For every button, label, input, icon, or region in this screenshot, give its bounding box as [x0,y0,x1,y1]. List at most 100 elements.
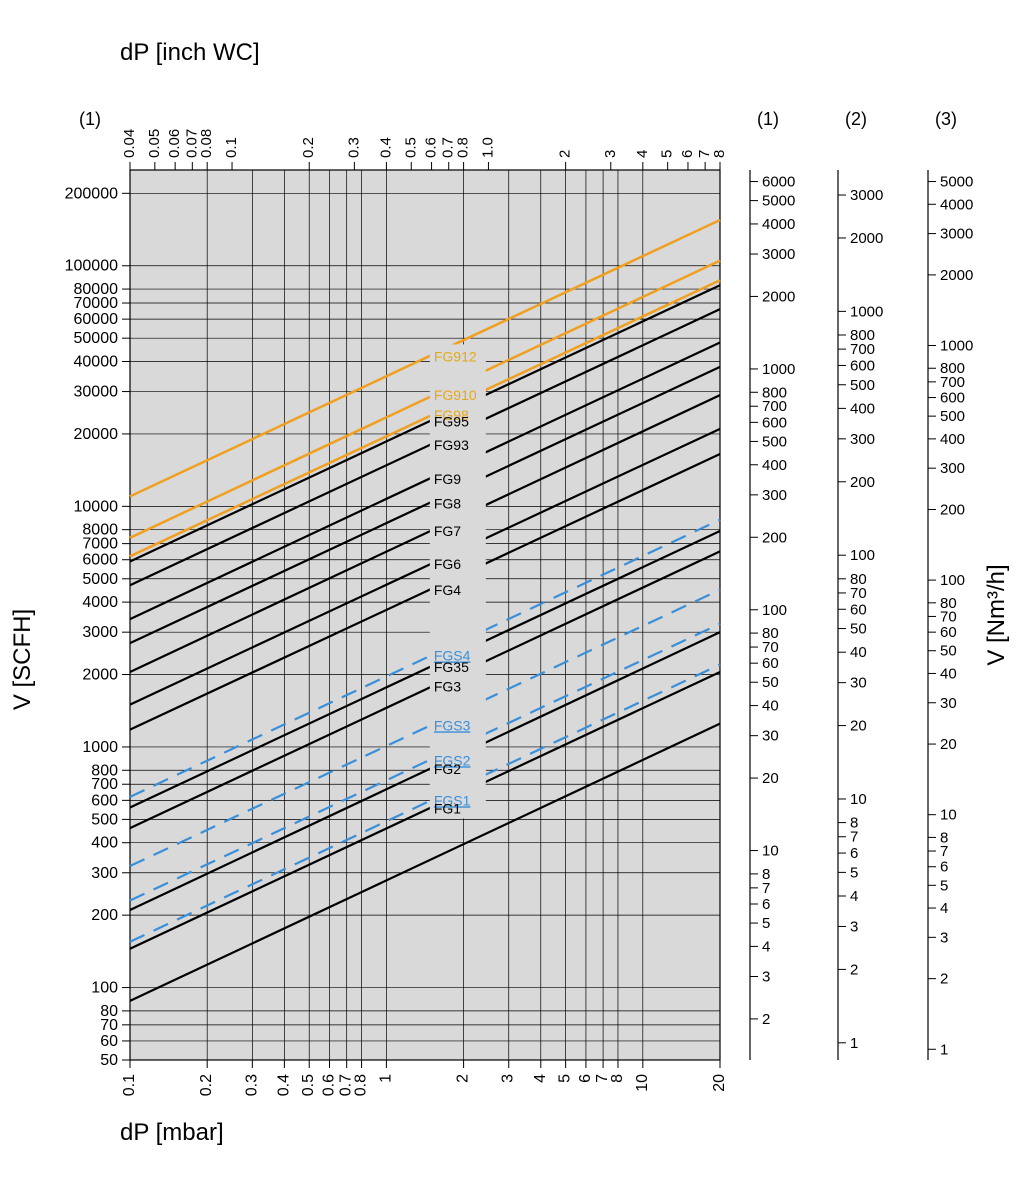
right-axis-tick: 400 [762,457,787,474]
x-top-tick: 0.2 [300,137,317,158]
x-top-tick: 3 [602,150,619,158]
right-axis-tick: 4 [762,938,770,955]
x-top-tick: 0.5 [402,137,419,158]
right-axis-tick: 400 [940,431,965,448]
y-left-tick: 200000 [65,185,118,202]
right-axis-tick: 8 [762,866,770,883]
right-axis-tick: 2000 [762,288,795,305]
right-axis-tick: 800 [762,384,787,401]
x-top-tick: 0.08 [198,129,215,158]
x-top-tick: 0.04 [121,129,138,158]
series-label: FG4 [434,582,461,598]
x-bottom-tick: 3 [500,1074,517,1083]
x-bottom-tick: 6 [577,1074,594,1083]
right-axis-tick: 400 [850,400,875,417]
y-left-tick: 20000 [74,426,119,443]
flow-chart: FG912FG910FG98FG95FG93FG9FG8FG7FG6FG4FGS… [0,0,1024,1196]
y-left-tick: 8000 [82,522,118,539]
y-right-title: V [Nm³/h] [983,564,1010,665]
right-axis-tick: 100 [762,602,787,619]
right-axis-tick: 10 [850,791,867,808]
right-axis-tick: 200 [850,474,875,491]
y-left-tick: 2000 [82,667,118,684]
right-axis-tick: 6 [762,896,770,913]
y-left-tick: 80 [100,1003,118,1020]
right-axis-tick: 2 [940,971,948,988]
right-axis-tick: 3000 [762,246,795,263]
right-axis-tick: 4000 [940,196,973,213]
right-axis-tick: 2 [850,961,858,978]
x-top-tick: 8 [711,150,728,158]
right-axis-tick: 20 [940,736,957,753]
y-left-tick: 200 [91,907,118,924]
right-axis-tick: 1 [850,1035,858,1052]
x-bottom-tick: 0.5 [300,1074,317,1096]
y-left-tick: 1000 [82,739,118,756]
x-top-tick: 6 [679,150,696,158]
right-axis-tick: 8 [940,829,948,846]
right-axis-tick: 6 [850,845,858,862]
x-top-title: dP [inch WC] [120,39,260,66]
right-axis-tick: 3 [940,929,948,946]
series-label: FG2 [434,761,461,777]
x-bottom-tick: 1 [377,1074,394,1083]
series-label: FG9 [434,471,461,487]
right-axis-tick: 500 [762,433,787,450]
series-label: FG910 [434,387,477,403]
right-axis-tick: 6 [940,859,948,876]
right-axis-tick: 30 [762,728,779,745]
right-axis-tick: 4 [940,900,948,917]
y-left-tick: 6000 [82,552,118,569]
y-left-tick: 400 [91,835,118,852]
series-label: FG7 [434,523,461,539]
right-col-label: (2) [845,109,867,129]
right-axis-tick: 600 [940,390,965,407]
right-axis-tick: 500 [850,377,875,394]
y-left-tick: 4000 [82,594,118,611]
right-axis-tick: 200 [940,501,965,518]
right-axis-tick: 60 [762,655,779,672]
series-label: FG35 [434,659,469,675]
right-axis-tick: 50 [762,674,779,691]
series-label: FG3 [434,679,461,695]
x-top-tick: 1.0 [479,137,496,158]
x-bottom-tick: 0.6 [321,1074,338,1096]
right-axis-tick: 4000 [762,216,795,233]
y-left-title: V [SCFH] [9,609,36,710]
right-axis-tick: 50 [940,643,957,660]
right-axis-tick: 60 [940,624,957,641]
y-left-tick: 50000 [74,330,119,347]
series-label: FG1 [434,800,461,816]
right-axis-tick: 300 [940,460,965,477]
x-bottom-tick: 20 [711,1074,728,1092]
y-left-tick: 800 [91,762,118,779]
right-axis-tick: 5 [940,877,948,894]
right-axis-tick: 500 [940,408,965,425]
y-left-tick: 60 [100,1033,118,1050]
y-left-tick: 500 [91,811,118,828]
x-top-tick: 4 [634,150,651,158]
right-axis-tick: 60 [850,601,867,618]
right-axis-tick: 80 [850,571,867,588]
right-axis-tick: 80 [940,595,957,612]
right-axis-tick: 50 [850,621,867,638]
right-axis-tick: 30 [940,695,957,712]
x-top-tick: 0.06 [166,129,183,158]
right-axis-tick: 2000 [940,267,973,284]
right-axis-tick: 80 [762,625,779,642]
y-left-tick: 600 [91,792,118,809]
right-axis-tick: 4 [850,888,858,905]
right-axis-tick: 1000 [762,361,795,378]
x-top-tick: 0.4 [377,137,394,158]
right-col-label: (1) [757,109,779,129]
series-label: FG6 [434,556,461,572]
right-axis-tick: 20 [850,718,867,735]
y-left-tick: 100000 [65,258,118,275]
right-axis-tick: 6000 [762,174,795,191]
right-axis-tick: 5 [850,864,858,881]
right-axis-tick: 40 [850,644,867,661]
y-left-tick: 300 [91,865,118,882]
right-axis-tick: 1000 [850,303,883,320]
x-top-tick: 0.3 [345,137,362,158]
right-axis-tick: 600 [762,414,787,431]
